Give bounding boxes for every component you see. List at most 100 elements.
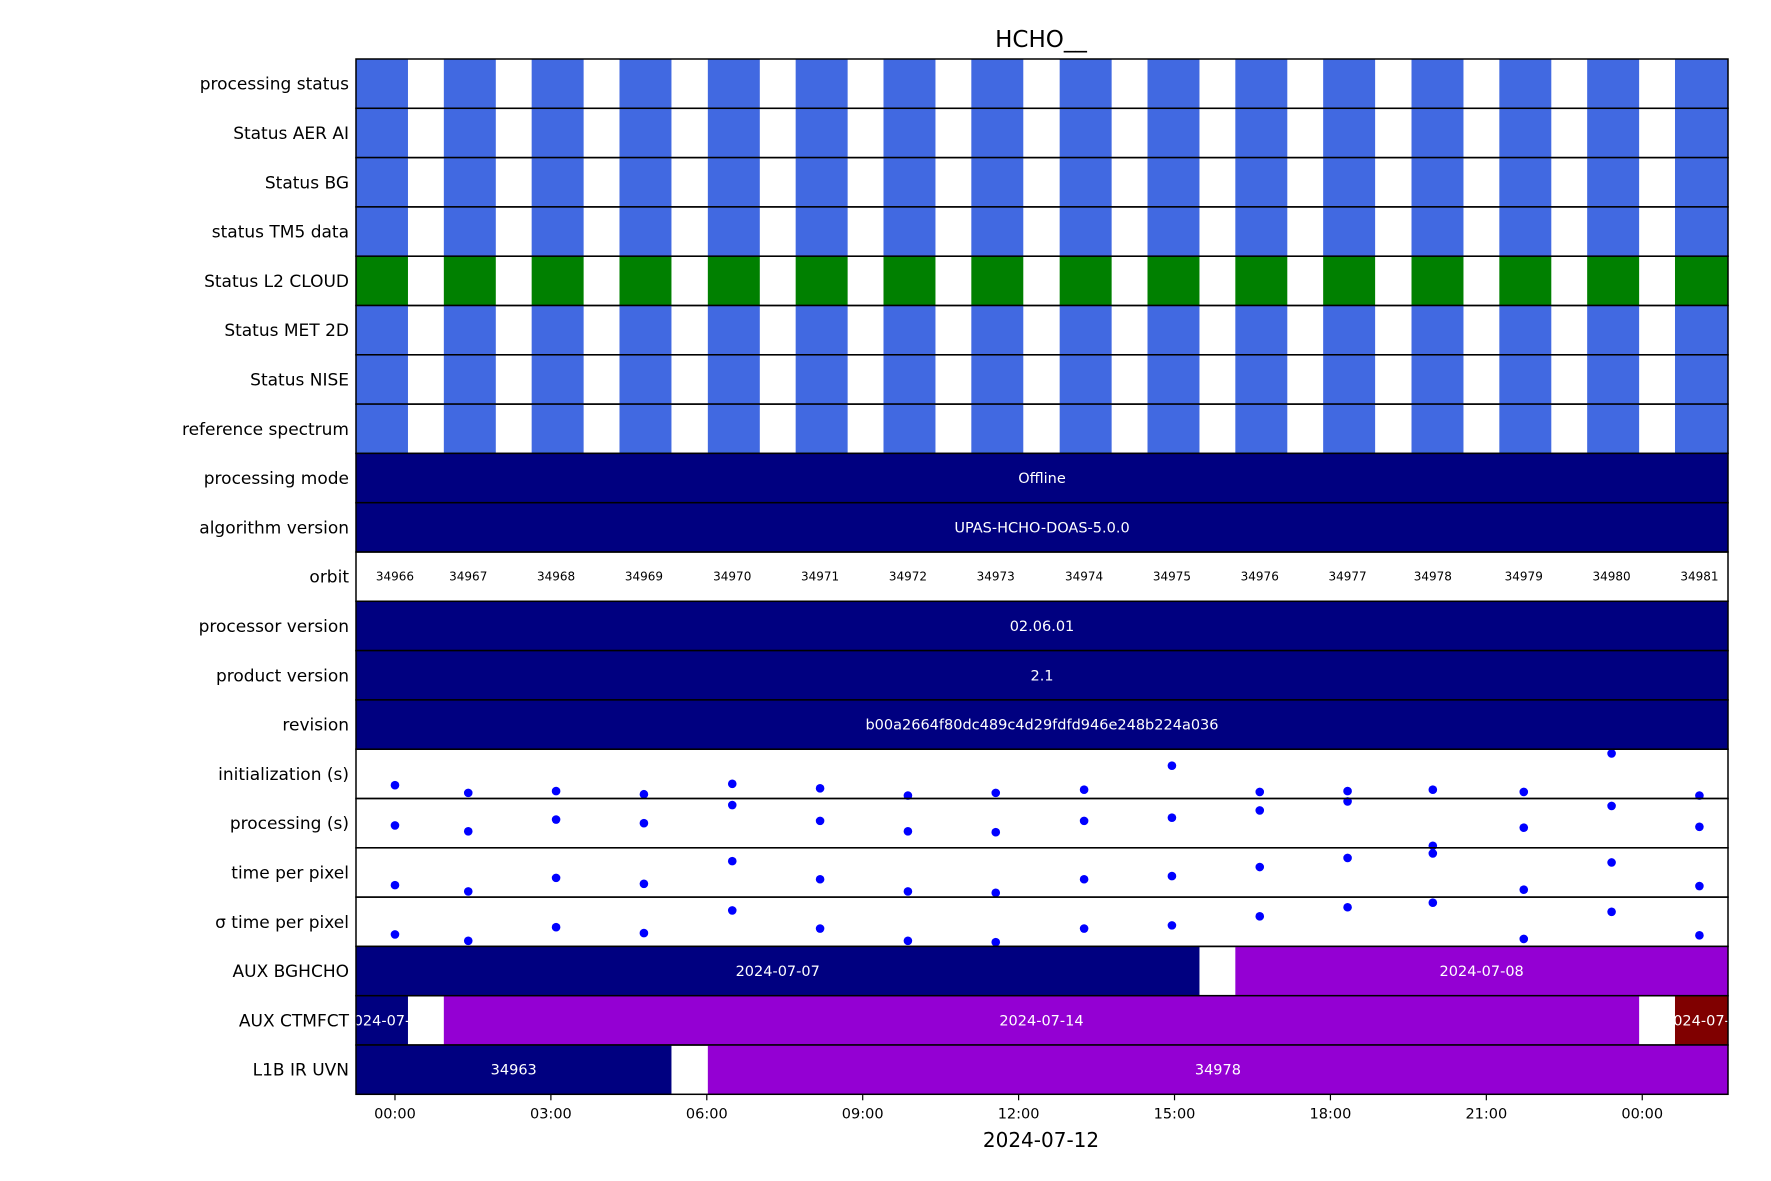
segment-aux-bghcho-1-label: 2024-07-08 — [1440, 964, 1524, 980]
point-processing-s-34972 — [903, 827, 913, 836]
point-time-per-pixel-34969 — [639, 879, 649, 889]
status-bar-status-tm5-data-34974 — [1059, 206, 1112, 257]
point-processing-s-34981 — [1695, 822, 1704, 832]
status-bar-status-l2-cloud-34977 — [1323, 256, 1376, 306]
row-label-processing-status: processing status — [200, 75, 349, 95]
status-bar-status-nise-34981 — [1674, 354, 1728, 405]
status-bar-status-l2-cloud-34980 — [1587, 256, 1640, 306]
status-bar-status-l2-cloud-34966 — [356, 256, 408, 306]
status-bar-status-met-2d-34977 — [1323, 305, 1376, 355]
status-bar-status-tm5-data-34975 — [1147, 206, 1200, 257]
point-processing-s-34973 — [991, 827, 1001, 837]
status-bar-processing-status-34968 — [531, 59, 584, 109]
segment-aux-bghcho-1 — [1235, 946, 1728, 996]
status-bar-reference-spectrum-34969 — [619, 404, 672, 454]
status-bar-status-aer-ai-34966 — [356, 108, 408, 158]
status-bar-status-aer-ai-34974 — [1059, 108, 1112, 158]
segment-l1b-ir-uvn-0-label: 34963 — [491, 1063, 537, 1079]
x-axis-label: 2024-07-12 — [983, 1128, 1099, 1152]
status-bar-status-aer-ai-34978 — [1411, 108, 1464, 158]
x-tick-label-7: 21:00 — [1465, 1106, 1507, 1122]
status-bar-status-tm5-data-34971 — [795, 206, 848, 257]
status-bar-status-bg-34973 — [971, 157, 1024, 207]
point-time-per-pixel-34975 — [1167, 871, 1177, 881]
point-time-per-pixel-34968 — [551, 922, 561, 932]
point-time-per-pixel-34980 — [1607, 907, 1616, 917]
status-bar-status-nise-34976 — [1235, 354, 1288, 405]
status-bar-processing-status-34981 — [1674, 59, 1728, 109]
segment-aux-ctmfct-2 — [1674, 995, 1728, 1045]
status-bar-processing-status-34975 — [1147, 59, 1200, 109]
status-bar-status-tm5-data-34976 — [1235, 206, 1288, 257]
status-bar-status-met-2d-34968 — [531, 305, 584, 355]
bar-processing-mode — [356, 453, 1728, 503]
status-bar-reference-spectrum-34974 — [1059, 404, 1112, 454]
status-bar-status-aer-ai-34979 — [1499, 108, 1552, 158]
orbit-number-34967: 34967 — [449, 570, 487, 584]
row-label-processing-s: processing (s) — [230, 814, 349, 834]
status-bar-processing-status-34971 — [795, 59, 848, 109]
status-bar-status-met-2d-34974 — [1059, 305, 1112, 355]
point-time-per-pixel-34967 — [463, 887, 473, 896]
x-tick-label-1: 03:00 — [530, 1106, 572, 1122]
status-bar-status-l2-cloud-34973 — [971, 256, 1024, 306]
status-bar-status-nise-34967 — [443, 354, 496, 405]
point-processing-s-34971 — [815, 816, 825, 826]
point-time-per-pixel-34980 — [1607, 858, 1616, 867]
x-tick-label-8: 00:00 — [1621, 1106, 1663, 1122]
orbit-number-34974: 34974 — [1065, 570, 1103, 584]
x-tick-label-2: 06:00 — [686, 1106, 728, 1122]
orbit-number-34969: 34969 — [625, 570, 663, 584]
orbit-number-34970: 34970 — [713, 570, 751, 584]
segment-aux-bghcho-0-label: 2024-07-07 — [736, 964, 820, 980]
status-bar-status-bg-34977 — [1323, 157, 1376, 207]
status-bar-status-aer-ai-34977 — [1323, 108, 1376, 158]
status-bar-status-aer-ai-34971 — [795, 108, 848, 158]
status-bar-processing-status-34973 — [971, 59, 1024, 109]
row-label-status-aer-ai: Status AER AI — [233, 124, 349, 144]
status-bar-status-l2-cloud-34974 — [1059, 256, 1112, 306]
status-bar-status-l2-cloud-34967 — [443, 256, 496, 306]
status-bar-processing-status-34966 — [356, 59, 408, 109]
point-initialization-s-34967 — [463, 788, 473, 798]
row-label-l1b-ir-uvn: L1B IR UVN — [253, 1061, 349, 1081]
point-time-per-pixel-34966 — [390, 880, 400, 890]
segment-l1b-ir-uvn-1 — [707, 1045, 1728, 1095]
status-bar-status-tm5-data-34981 — [1674, 206, 1728, 257]
point-initialization-s-34973 — [991, 788, 1001, 798]
segment-l1b-ir-uvn-0 — [356, 1045, 672, 1095]
bar-value-algorithm-version: UPAS-HCHO-DOAS-5.0.0 — [954, 520, 1129, 536]
status-bar-status-l2-cloud-34976 — [1235, 256, 1288, 306]
point-processing-s-34975 — [1167, 813, 1177, 823]
status-bar-processing-status-34978 — [1411, 59, 1464, 109]
status-bar-status-aer-ai-34973 — [971, 108, 1024, 158]
bar-algorithm-version — [356, 502, 1728, 552]
status-bar-processing-status-34979 — [1499, 59, 1552, 109]
status-bar-status-tm5-data-34980 — [1587, 206, 1640, 257]
row-label-time-per-pixel: time per pixel — [231, 863, 349, 883]
status-bar-status-tm5-data-34977 — [1323, 206, 1376, 257]
segment-l1b-ir-uvn-1-label: 34978 — [1195, 1063, 1241, 1079]
status-bar-status-met-2d-34972 — [883, 305, 936, 355]
point-time-per-pixel-34977 — [1343, 853, 1352, 863]
point-processing-s-34970 — [727, 800, 737, 810]
point-time-per-pixel-34970 — [727, 906, 737, 915]
status-bar-status-tm5-data-34973 — [971, 206, 1024, 257]
status-bar-status-met-2d-34966 — [356, 305, 408, 355]
status-bar-status-bg-34968 — [531, 157, 584, 207]
orbit-number-34980: 34980 — [1592, 570, 1630, 584]
row-label-status-nise: Status NISE — [250, 370, 349, 390]
status-bar-status-nise-34972 — [883, 354, 936, 405]
row-label-aux-bghcho: AUX BGHCHO — [233, 962, 349, 982]
status-bar-status-tm5-data-34966 — [356, 206, 408, 257]
status-bar-status-aer-ai-34972 — [883, 108, 936, 158]
status-bar-status-met-2d-34973 — [971, 305, 1024, 355]
point-initialization-s-34971 — [815, 784, 825, 793]
status-bar-status-tm5-data-34967 — [443, 206, 496, 257]
point-initialization-s-34976 — [1255, 787, 1265, 797]
status-bar-processing-status-34976 — [1235, 59, 1288, 109]
point-time-per-pixel-34974 — [1079, 924, 1089, 933]
point-processing-s-34966 — [390, 821, 400, 830]
status-bar-status-met-2d-34967 — [443, 305, 496, 355]
